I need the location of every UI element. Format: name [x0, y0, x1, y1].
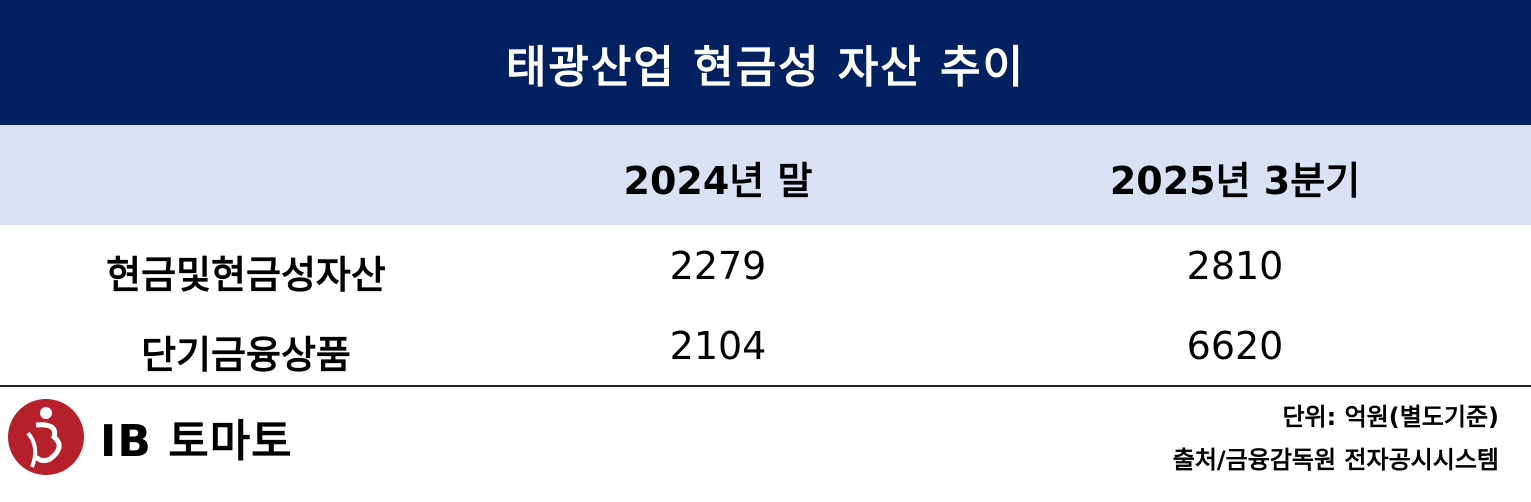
row-label-cash: 현금및현금성자산: [106, 253, 386, 297]
column-header-2025q3: 2025년 3분기: [1109, 159, 1361, 203]
logo-text: IB 토마토: [100, 416, 293, 467]
unit-note: 단위: 억원(별도기준): [1282, 403, 1499, 431]
divider: [0, 385, 1531, 387]
ib-tomato-logo-icon: [8, 399, 84, 475]
table-cell: 2810: [1186, 244, 1284, 288]
source-note: 출처/금융감독원 전자공시시스템: [1172, 446, 1499, 474]
table-cell: 2104: [669, 324, 767, 368]
column-header-2024: 2024년 말: [623, 159, 813, 203]
row-label-short-term: 단기금융상품: [141, 333, 351, 377]
logo: IB 토마토: [6, 397, 293, 477]
table-header-row: [0, 125, 1531, 225]
table-cell: 6620: [1186, 324, 1284, 368]
page-title: 태광산업 현금성 자산 추이: [0, 0, 1531, 125]
table-cell: 2279: [669, 244, 767, 288]
